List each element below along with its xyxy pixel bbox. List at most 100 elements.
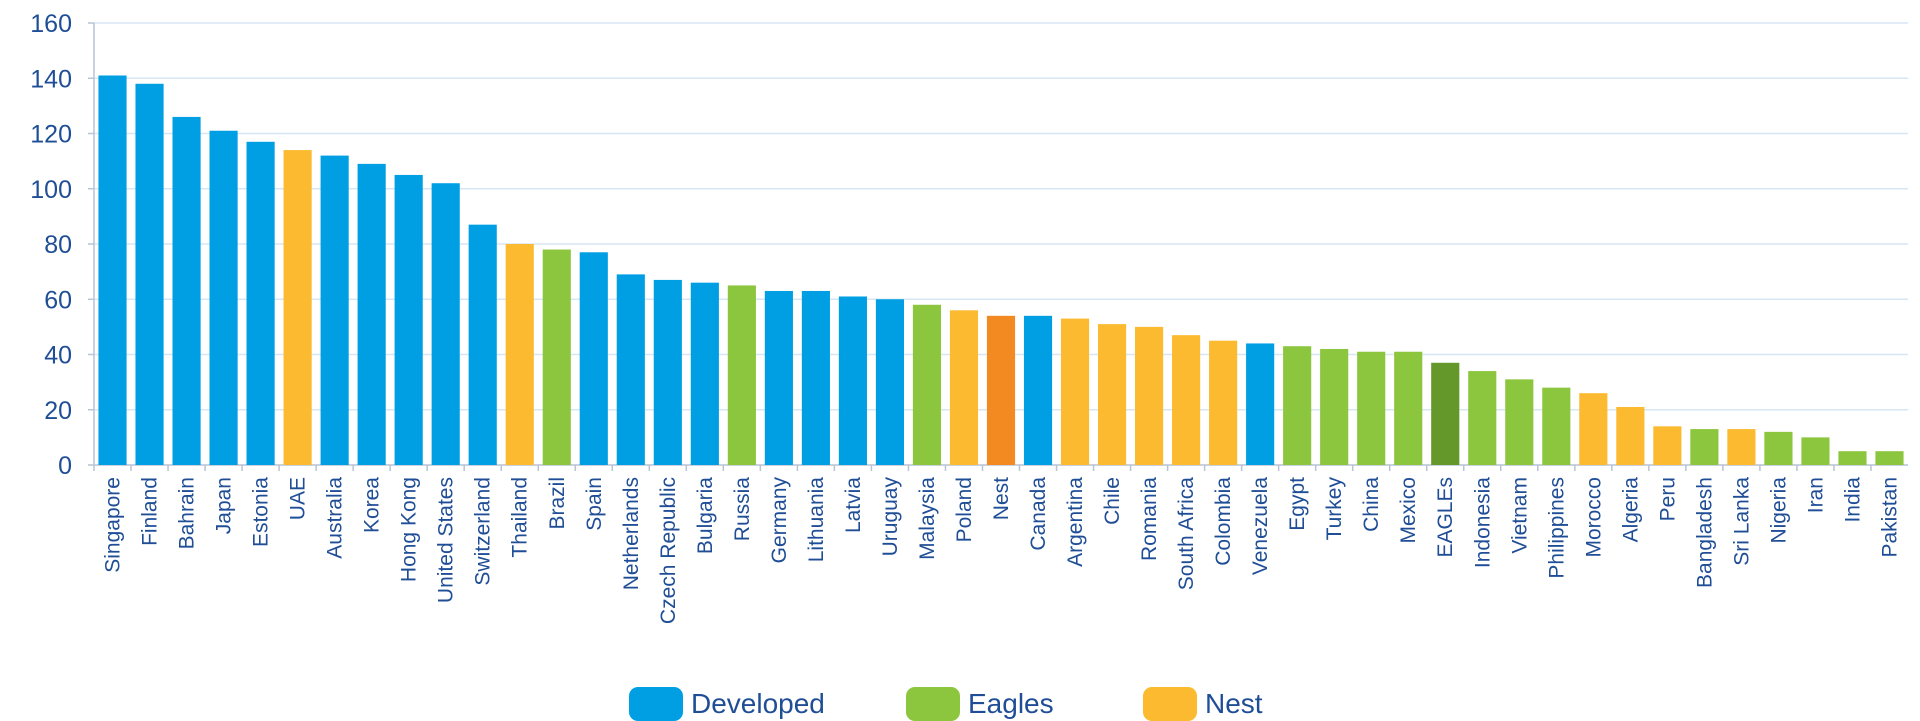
x-tick-label: Singapore (102, 477, 125, 573)
x-tick-label: EAGLEs (1434, 477, 1457, 558)
bar-nest (986, 315, 1016, 465)
y-tick-label: 80 (44, 231, 72, 259)
bar-colombia (1209, 340, 1238, 465)
bar-switzerland (468, 224, 497, 465)
bar-chile (1097, 324, 1127, 465)
legend-item-developed: Developed (629, 687, 825, 721)
bar-finland (135, 83, 164, 466)
x-tick-label: Australia (324, 477, 347, 559)
x-tick-label: China (1360, 477, 1383, 532)
bar-canada (1023, 315, 1053, 465)
x-tick-label: Sri Lanka (1730, 477, 1753, 566)
x-tick-label: Nest (990, 477, 1013, 520)
legend-label-developed: Developed (691, 688, 825, 719)
bar-bangladesh (1690, 429, 1719, 465)
bar-bulgaria (690, 282, 719, 465)
bar-latvia (838, 296, 867, 465)
bar-south-africa (1172, 335, 1201, 465)
x-tick-label: Egypt (1286, 477, 1309, 531)
x-tick-label: Uruguay (879, 477, 902, 557)
bar-estonia (246, 141, 275, 465)
x-tick-label: Colombia (1212, 477, 1235, 566)
bar-turkey (1320, 348, 1349, 465)
x-tick-label: Morocco (1582, 477, 1605, 558)
bar-sri-lanka (1727, 429, 1756, 465)
y-tick-label: 40 (44, 342, 72, 370)
x-tick-label: UAE (287, 477, 310, 520)
bar-mexico (1394, 351, 1423, 465)
x-tick-label: Poland (953, 477, 976, 542)
x-tick-label: Bangladesh (1693, 477, 1716, 588)
legend-swatch-developed (629, 687, 683, 721)
x-tick-label: Philippines (1545, 477, 1568, 579)
bar-egypt (1283, 346, 1312, 465)
x-axis: Singapore Finland Bahrain Japan Estonia UAE Au… (93, 465, 1901, 624)
bar-eagles (1431, 362, 1460, 465)
bar-brazil (542, 249, 571, 465)
x-tick-label: Bahrain (176, 477, 199, 549)
x-tick-label: Canada (1027, 477, 1050, 551)
x-tick-label: Argentina (1064, 477, 1087, 567)
x-tick-label: Iran (1804, 477, 1827, 513)
x-tick-label: Estonia (250, 477, 273, 547)
legend-swatch-nest (1143, 687, 1197, 721)
bar-spain (579, 252, 608, 465)
x-tick-label: United States (435, 477, 458, 603)
bar-uruguay (875, 299, 905, 465)
y-tick-label: 120 (30, 121, 72, 149)
bar-nigeria (1764, 431, 1793, 465)
bar-iran (1801, 437, 1830, 465)
y-tick-label: 0 (58, 452, 72, 480)
bar-romania (1135, 326, 1164, 465)
bar-germany (764, 290, 793, 465)
x-tick-label: Pakistan (1878, 477, 1901, 558)
x-tick-label: Vietnam (1508, 477, 1531, 554)
bar-morocco (1579, 393, 1608, 465)
x-tick-label: Switzerland (472, 477, 495, 586)
x-tick-label: Lithuania (805, 477, 828, 563)
y-tick-label: 140 (30, 65, 72, 93)
bar-australia (320, 155, 349, 465)
bar-hong-kong (394, 174, 423, 465)
bar-korea (357, 163, 386, 465)
x-tick-label: Finland (139, 477, 162, 546)
x-tick-label: Japan (213, 477, 236, 534)
x-tick-label: Spain (583, 477, 606, 531)
bar-netherlands (616, 274, 645, 465)
bar-czech-republic (653, 279, 682, 465)
x-tick-label: Bulgaria (694, 477, 717, 554)
legend-swatch-eagles (906, 687, 960, 721)
x-tick-label: Peru (1656, 477, 1679, 521)
bar-singapore (98, 75, 127, 466)
bar-vietnam (1505, 379, 1534, 465)
y-tick-label: 100 (30, 176, 72, 204)
x-tick-label: Malaysia (916, 477, 939, 560)
x-tick-label: Venezuela (1249, 477, 1272, 575)
x-tick-label: Turkey (1323, 477, 1346, 541)
bars (98, 75, 1904, 466)
bar-thailand (505, 244, 534, 465)
x-tick-label: Brazil (546, 477, 569, 530)
x-tick-label: Netherlands (620, 477, 643, 590)
bar-uae (283, 150, 312, 465)
bar-indonesia (1468, 371, 1497, 465)
bar-russia (727, 285, 756, 465)
bar-argentina (1060, 318, 1090, 465)
bar-peru (1653, 426, 1682, 465)
y-tick-label: 60 (44, 286, 72, 314)
legend-label-eagles: Eagles (968, 688, 1054, 719)
x-tick-label: Russia (731, 477, 754, 542)
x-tick-label: India (1841, 477, 1864, 523)
x-tick-label: Indonesia (1471, 477, 1494, 568)
bar-philippines (1542, 387, 1571, 465)
bar-poland (949, 310, 979, 465)
x-tick-label: Germany (768, 477, 791, 564)
x-tick-label: Nigeria (1767, 477, 1790, 544)
legend-label-nest: Nest (1205, 688, 1263, 719)
legend: Developed Eagles Nest (0, 687, 1920, 721)
x-tick-label: Korea (361, 477, 384, 533)
bar-algeria (1616, 406, 1645, 465)
x-tick-label: Algeria (1619, 477, 1642, 543)
bar-bahrain (172, 116, 201, 466)
